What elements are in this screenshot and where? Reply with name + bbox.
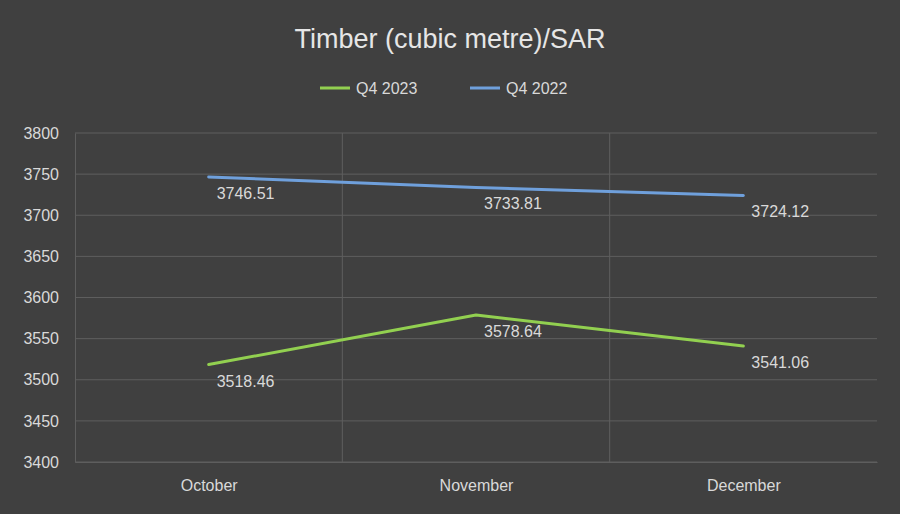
y-axis-line xyxy=(75,134,76,463)
grid-line xyxy=(75,174,877,175)
y-tick-label: 3550 xyxy=(23,330,59,347)
y-axis: 3400 3450 3500 3550 3600 3650 3700 3750 3800 xyxy=(23,125,75,471)
y-tick-label: 3600 xyxy=(23,289,59,306)
y-tick: 3450 xyxy=(23,412,75,429)
legend-swatch xyxy=(470,87,500,90)
y-tick: 3700 xyxy=(23,207,75,224)
y-tick-label: 3450 xyxy=(23,412,59,429)
grid-line xyxy=(75,462,877,463)
y-tick: 3550 xyxy=(23,330,75,347)
series-line xyxy=(209,177,744,195)
chart: Timber (cubic metre)/SAR Q4 2023 Q4 2022 34… xyxy=(0,0,900,514)
y-tick-label: 3650 xyxy=(23,248,59,265)
x-tick: December xyxy=(707,462,781,494)
legend-label: Q4 2022 xyxy=(506,80,567,97)
y-tick-label: 3400 xyxy=(23,454,59,471)
x-tick-label: October xyxy=(181,477,239,494)
y-tick: 3650 xyxy=(23,248,75,265)
grid-line xyxy=(75,379,877,380)
y-tick: 3500 xyxy=(23,371,75,388)
x-tick: November xyxy=(440,462,514,494)
data-label: 3733.81 xyxy=(484,195,542,212)
grid xyxy=(75,133,877,462)
category-divider xyxy=(609,133,610,462)
y-tick: 3800 xyxy=(23,125,75,142)
y-tick: 3750 xyxy=(23,166,75,183)
grid-line xyxy=(75,420,877,421)
y-tick-label: 3500 xyxy=(23,371,59,388)
series-line xyxy=(209,315,744,364)
x-tick-label: November xyxy=(440,477,514,494)
x-tick: October xyxy=(181,462,239,494)
y-tick: 3600 xyxy=(23,289,75,306)
legend: Q4 2023 Q4 2022 xyxy=(320,80,567,97)
data-label: 3518.46 xyxy=(217,373,275,390)
x-axis: October November December xyxy=(76,462,878,494)
x-axis-line xyxy=(76,462,878,463)
data-label: 3578.64 xyxy=(484,323,542,340)
data-label: 3724.12 xyxy=(751,203,809,220)
legend-label: Q4 2023 xyxy=(356,80,417,97)
y-tick: 3400 xyxy=(23,454,75,471)
legend-swatch xyxy=(320,87,350,90)
y-tick-label: 3750 xyxy=(23,166,59,183)
legend-item: Q4 2022 xyxy=(470,80,567,97)
grid-line xyxy=(75,256,877,257)
y-tick-label: 3800 xyxy=(23,125,59,142)
title: Timber (cubic metre)/SAR xyxy=(294,24,605,54)
x-tick-label: December xyxy=(707,477,781,494)
data-label: 3746.51 xyxy=(217,185,275,202)
grid-line xyxy=(75,338,877,339)
background xyxy=(0,0,900,514)
data-labels: 3518.46 3578.64 3541.06 3746.51 3733.81 3724.… xyxy=(217,185,810,390)
legend-item: Q4 2023 xyxy=(320,80,417,97)
data-label: 3541.06 xyxy=(751,354,809,371)
plot-area xyxy=(209,177,744,365)
y-tick-label: 3700 xyxy=(23,207,59,224)
grid-line xyxy=(75,133,877,134)
grid-line xyxy=(75,297,877,298)
